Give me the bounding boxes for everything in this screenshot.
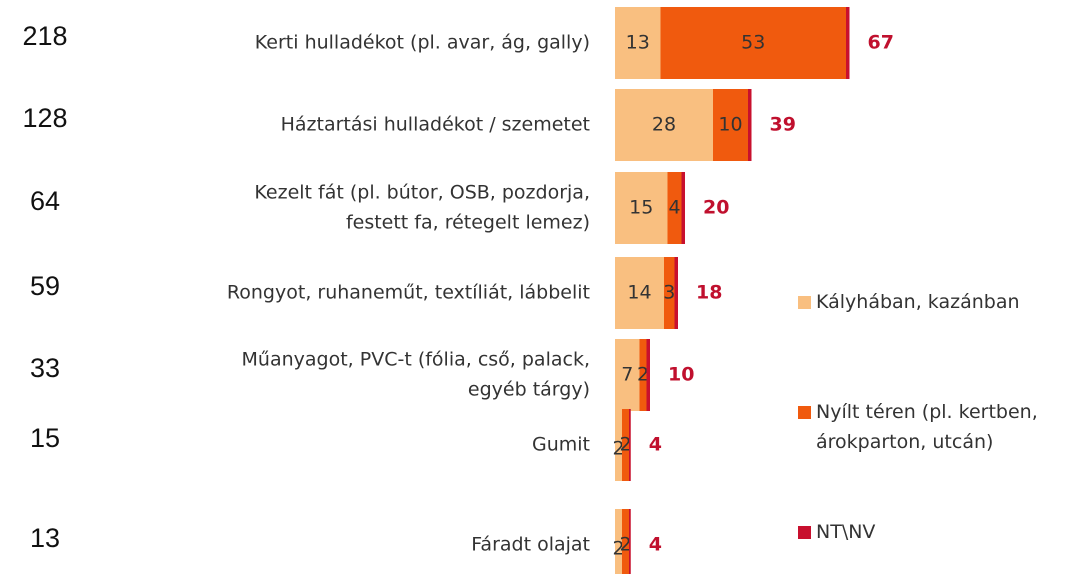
count-label: 218 — [22, 21, 67, 51]
legend-label: Nyílt téren (pl. kertben, árokparton, ut… — [816, 401, 1038, 453]
total-label: 4 — [649, 534, 662, 556]
total-label: 10 — [668, 364, 694, 386]
count-label: 128 — [22, 103, 67, 133]
value-label: 2 — [612, 538, 624, 560]
bar-segment — [615, 89, 713, 161]
count-label: 15 — [30, 423, 60, 453]
bar-segment — [615, 509, 622, 574]
legend-item: Kályhában, kazánban — [798, 287, 1080, 317]
legend-item: NT\NV — [798, 517, 1080, 547]
legend-label: Kályhában, kazánban — [816, 291, 1020, 313]
legend-item: Nyílt téren (pl. kertben, árokparton, ut… — [798, 397, 1080, 457]
legend-swatch — [798, 296, 811, 309]
value-label: 4 — [668, 197, 680, 219]
bar-segment — [615, 257, 664, 329]
bar-segment — [639, 339, 647, 411]
value-label: 2 — [612, 438, 624, 460]
bar-segment — [674, 257, 678, 329]
bar-segment — [615, 339, 640, 411]
bar-segment — [646, 339, 650, 411]
total-label: 67 — [868, 32, 894, 54]
count-label: 64 — [30, 186, 60, 216]
category-label: Kezelt fát (pl. bútor, OSB, pozdorja, — [254, 182, 590, 204]
total-label: 20 — [703, 197, 729, 219]
category-label: Gumit — [532, 434, 590, 456]
bar-segment — [629, 409, 631, 481]
bar-segment — [667, 172, 682, 244]
category-label: Rongyot, ruhaneműt, textíliát, lábbelit — [227, 282, 590, 304]
total-label: 4 — [649, 434, 662, 456]
bar-segment — [615, 409, 622, 481]
bar-segment — [615, 7, 661, 79]
category-label: Műanyagot, PVC-t (fólia, cső, palack, — [242, 349, 590, 371]
bar-segment — [622, 509, 629, 574]
bar-segment — [629, 509, 631, 574]
value-label: 2 — [637, 364, 649, 386]
bar-segment — [713, 89, 748, 161]
legend-swatch — [798, 406, 811, 419]
bar-segment — [846, 7, 850, 79]
category-label: Háztartási hulladékot / szemetet — [281, 114, 590, 136]
count-label: 13 — [30, 523, 60, 553]
total-label: 39 — [770, 114, 796, 136]
value-label: 13 — [626, 32, 650, 54]
value-label: 2 — [619, 434, 631, 456]
value-label: 15 — [629, 197, 653, 219]
category-label: egyéb tárgy) — [468, 379, 590, 401]
category-label: Kerti hulladékot (pl. avar, ág, gally) — [255, 32, 590, 54]
value-label: 2 — [619, 534, 631, 556]
count-label: 59 — [30, 271, 60, 301]
value-label: 10 — [718, 114, 742, 136]
total-label: 18 — [696, 282, 722, 304]
bar-segment — [748, 89, 752, 161]
count-label: 33 — [30, 353, 60, 383]
bar-segment — [615, 172, 668, 244]
value-label: 7 — [621, 364, 633, 386]
bar-segment — [681, 172, 685, 244]
bar-segment — [660, 7, 846, 79]
value-label: 28 — [652, 114, 676, 136]
category-label: Fáradt olajat — [471, 534, 590, 556]
value-label: 53 — [741, 32, 765, 54]
category-label: festett fa, rétegelt lemez) — [346, 212, 590, 234]
bar-segment — [622, 409, 629, 481]
legend-label: NT\NV — [816, 521, 876, 543]
bar-segment — [664, 257, 675, 329]
legend-swatch — [798, 526, 811, 539]
value-label: 14 — [627, 282, 651, 304]
value-label: 3 — [663, 282, 675, 304]
